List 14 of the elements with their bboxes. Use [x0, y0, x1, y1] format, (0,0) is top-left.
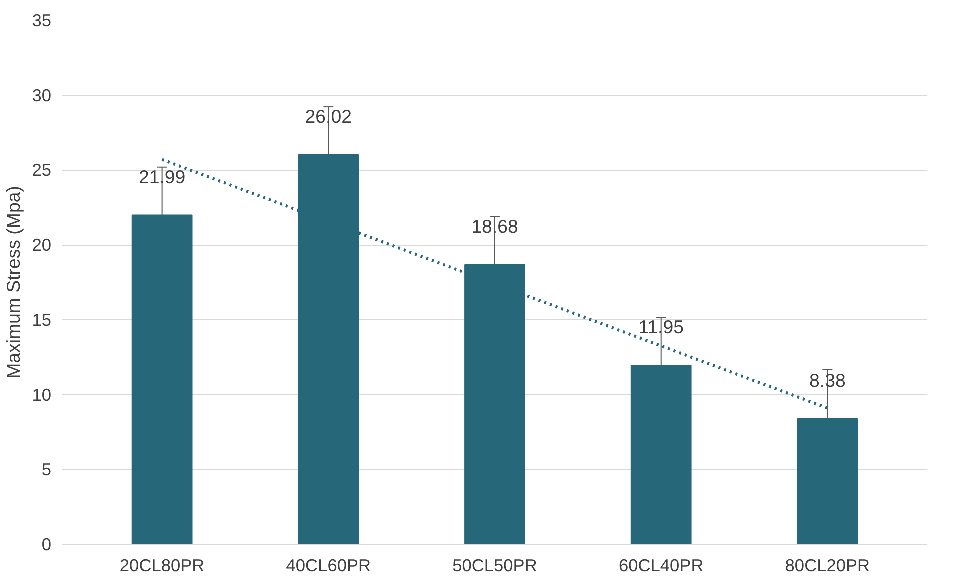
y-tick-label: 25 — [32, 160, 52, 180]
x-tick-label: 40CL60PR — [286, 556, 372, 576]
y-tick-label: 10 — [32, 384, 52, 405]
x-tick-label: 50CL50PR — [452, 556, 538, 576]
y-tick-label: 30 — [32, 85, 52, 106]
y-tick-label: 35 — [32, 10, 52, 30]
x-tick-label: 20CL80PR — [120, 556, 205, 576]
y-tick-label: 20 — [32, 235, 52, 256]
y-tick-label: 0 — [42, 534, 52, 554]
x-tick-label: 80CL20PR — [785, 556, 870, 576]
y-tick-label: 5 — [42, 460, 52, 480]
x-tick-label: 60CL40PR — [618, 556, 704, 576]
y-tick-label: 15 — [32, 310, 52, 330]
y-axis-title: Maximum Stress (Mpa) — [3, 186, 24, 379]
